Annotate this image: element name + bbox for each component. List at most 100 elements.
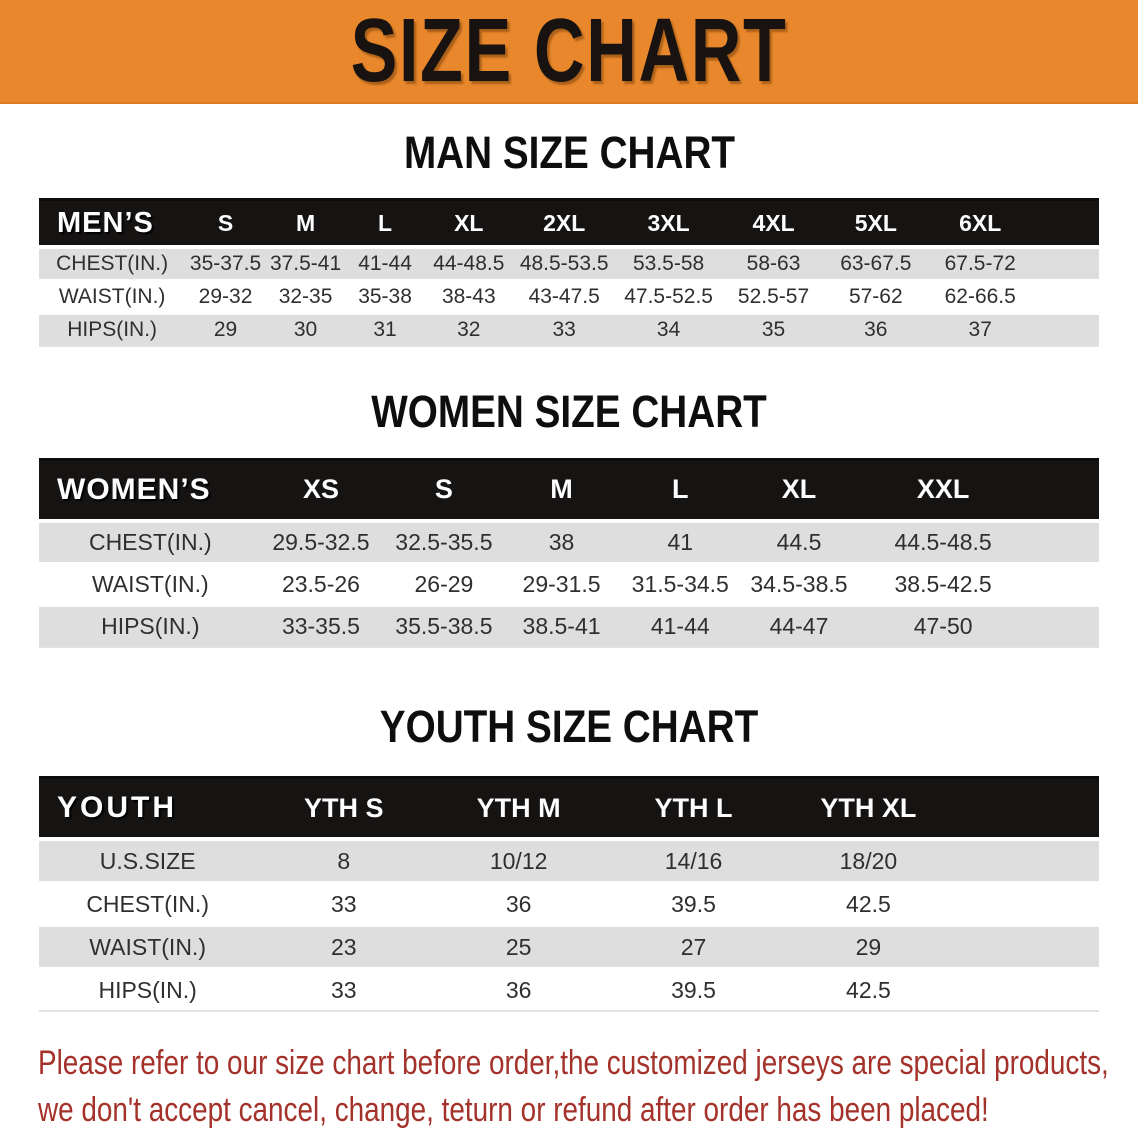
table-cell: 32.5-35.5	[380, 518, 508, 565]
table-cell: 33	[512, 313, 616, 348]
banner: SIZE CHART	[0, 0, 1138, 104]
table-cell: 29-31.5	[507, 563, 616, 607]
column-header: YTH S	[256, 777, 432, 840]
row-label: CHEST(IN.)	[39, 245, 186, 283]
spacer-cell	[1034, 245, 1099, 283]
row-label: WAIST(IN.)	[39, 280, 186, 316]
row-label: CHEST(IN.)	[39, 882, 257, 928]
spacer-cell	[955, 837, 1099, 885]
youth-section-heading-text: YOUTH SIZE CHART	[379, 700, 759, 752]
table-cell: 44.5-48.5	[853, 518, 1034, 565]
section-youth: YOUTH SIZE CHART YOUTH YTH S YTH M YTH L YTH…	[0, 700, 1138, 1013]
table-cell: 38	[507, 518, 616, 565]
table-cell: 33-35.5	[261, 605, 381, 648]
table-cell: 31	[345, 313, 425, 348]
table-cell: 35.5-38.5	[380, 605, 508, 648]
table-cell: 37.5-41	[265, 245, 346, 283]
table-cell: 43-47.5	[512, 280, 616, 316]
table-cell: 44-48.5	[424, 245, 513, 283]
women-size-table: WOMEN’S XS S M L XL XXL CHEST(IN.) 29.5-32.5 32.5…	[39, 457, 1099, 648]
table-cell: 26-29	[380, 563, 508, 607]
table-cell: 39.5	[606, 968, 781, 1013]
youth-size-table: YOUTH YTH S YTH M YTH L YTH XL U.S.SIZE 8 10/12…	[39, 776, 1099, 1013]
column-header: 2XL	[512, 199, 616, 248]
spacer-cell	[955, 925, 1099, 971]
table-cell: 25	[431, 925, 607, 971]
column-header: L	[345, 199, 425, 248]
spacer-cell	[1033, 605, 1099, 648]
table-cell: 41	[615, 518, 745, 565]
column-header: L	[615, 459, 745, 521]
table-cell: 39.5	[606, 882, 781, 928]
row-label: U.S.SIZE	[39, 837, 257, 885]
spacer-cell	[955, 968, 1099, 1013]
column-header: M	[265, 199, 346, 248]
table-cell: 67.5-72	[926, 245, 1035, 283]
table-cell: 29	[185, 313, 266, 348]
spacer-cell	[955, 777, 1099, 840]
spacer-cell	[1034, 313, 1099, 348]
men-size-table-wrap: MEN’S S M L XL 2XL 3XL 4XL 5XL 6XL CHEST(IN.) 35-37…	[0, 198, 1138, 348]
table-cell: 33	[256, 968, 432, 1013]
spacer-cell	[1034, 199, 1099, 248]
table-cell: 34	[615, 313, 722, 348]
row-label: HIPS(IN.)	[39, 968, 257, 1013]
table-cell: 47-50	[853, 605, 1034, 648]
table-cell: 44.5	[744, 518, 854, 565]
women-section-heading-text: WOMEN SIZE CHART	[371, 386, 767, 438]
column-header: YTH M	[431, 777, 607, 840]
youth-section-heading: YOUTH SIZE CHART	[0, 700, 1138, 752]
men-size-table: MEN’S S M L XL 2XL 3XL 4XL 5XL 6XL CHEST(IN.) 35-37…	[39, 198, 1099, 348]
column-header: M	[507, 459, 616, 521]
women-size-table-wrap: WOMEN’S XS S M L XL XXL CHEST(IN.) 29.5-32.5 32.5…	[0, 457, 1138, 648]
youth-table-title-cell: YOUTH	[39, 777, 257, 840]
section-women: WOMEN SIZE CHART WOMEN’S XS S M L XL XXL CHEST(…	[0, 386, 1138, 648]
table-cell: 42.5	[780, 882, 956, 928]
table-cell: 38.5-41	[507, 605, 616, 648]
column-header: XL	[744, 459, 854, 521]
table-cell: 32-35	[265, 280, 346, 316]
row-label: HIPS(IN.)	[39, 605, 262, 648]
table-row: WAIST(IN.) 23 25 27 29	[39, 925, 1099, 971]
table-cell: 58-63	[721, 245, 826, 283]
table-cell: 23	[256, 925, 432, 971]
section-men: MAN SIZE CHART MEN’S S M L XL 2XL 3XL 4XL 5XL 6XL…	[0, 127, 1138, 348]
spacer-cell	[1033, 563, 1099, 607]
column-header: YTH XL	[780, 777, 956, 840]
spacer-cell	[1034, 280, 1099, 316]
row-label: WAIST(IN.)	[39, 563, 262, 607]
table-cell: 36	[825, 313, 927, 348]
table-cell: 27	[606, 925, 781, 971]
column-header: 4XL	[721, 199, 826, 248]
table-cell: 47.5-52.5	[615, 280, 722, 316]
table-cell: 29	[780, 925, 956, 971]
table-cell: 53.5-58	[615, 245, 722, 283]
row-label: WAIST(IN.)	[39, 925, 257, 971]
table-cell: 18/20	[780, 837, 956, 885]
table-cell: 31.5-34.5	[615, 563, 745, 607]
table-cell: 36	[431, 882, 607, 928]
column-header: XS	[261, 459, 381, 521]
table-cell: 35-38	[345, 280, 425, 316]
table-cell: 48.5-53.5	[512, 245, 616, 283]
spacer-cell	[955, 882, 1099, 928]
youth-header-row: YOUTH YTH S YTH M YTH L YTH XL	[39, 777, 1099, 840]
women-table-title-cell: WOMEN’S	[39, 459, 262, 521]
spacer-cell	[1033, 518, 1099, 565]
column-header: XXL	[853, 459, 1034, 521]
table-cell: 57-62	[825, 280, 927, 316]
column-header: XL	[424, 199, 513, 248]
men-section-heading-text: MAN SIZE CHART	[403, 127, 735, 178]
table-cell: 32	[424, 313, 513, 348]
table-cell: 41-44	[345, 245, 425, 283]
men-table-title-cell: MEN’S	[39, 199, 186, 248]
table-row: HIPS(IN.) 33 36 39.5 42.5	[39, 968, 1099, 1013]
women-section-heading: WOMEN SIZE CHART	[0, 386, 1138, 438]
table-cell: 29.5-32.5	[261, 518, 381, 565]
column-header: S	[185, 199, 266, 248]
table-cell: 62-66.5	[926, 280, 1035, 316]
table-cell: 30	[265, 313, 346, 348]
table-cell: 8	[256, 837, 432, 885]
youth-size-table-wrap: YOUTH YTH S YTH M YTH L YTH XL U.S.SIZE 8 10/12…	[0, 776, 1138, 1013]
table-row: U.S.SIZE 8 10/12 14/16 18/20	[39, 837, 1099, 885]
